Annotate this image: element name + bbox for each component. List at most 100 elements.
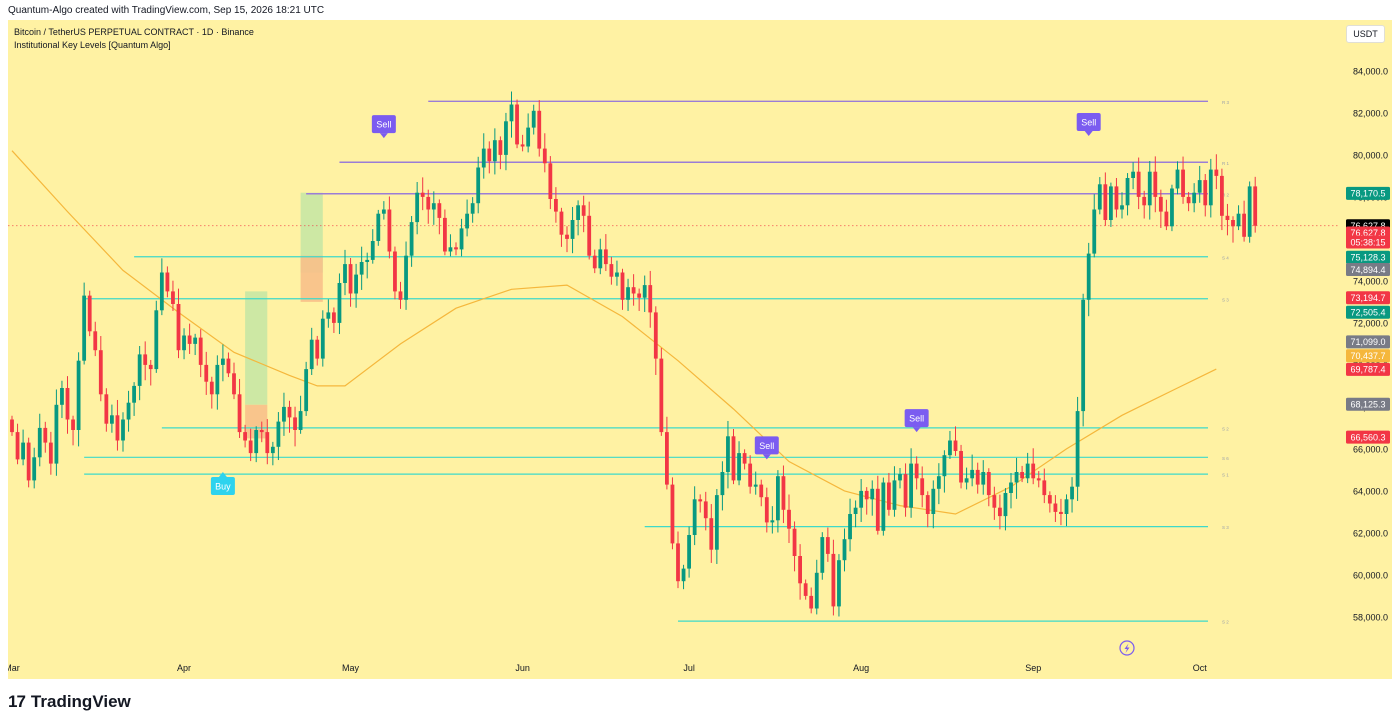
candle[interactable] bbox=[975, 462, 980, 494]
candle[interactable] bbox=[803, 579, 808, 600]
candle[interactable] bbox=[293, 406, 297, 447]
candle[interactable] bbox=[270, 441, 275, 466]
candle[interactable] bbox=[359, 246, 364, 290]
candle[interactable] bbox=[276, 412, 281, 461]
candle[interactable] bbox=[615, 260, 619, 286]
candle[interactable] bbox=[1186, 191, 1191, 212]
candle[interactable] bbox=[698, 494, 703, 513]
candle[interactable] bbox=[942, 450, 947, 493]
candle[interactable] bbox=[787, 494, 791, 543]
candle[interactable] bbox=[631, 274, 636, 306]
candle[interactable] bbox=[93, 321, 98, 357]
candle[interactable] bbox=[1053, 495, 1058, 522]
candle[interactable] bbox=[431, 191, 436, 225]
candle[interactable] bbox=[481, 133, 486, 179]
candle[interactable] bbox=[603, 234, 608, 272]
candle[interactable] bbox=[98, 336, 103, 402]
price-chart[interactable]: R 3 R 1 R 2 S 4 S 3 S 2 S 6 S 1 S 3 S 2 Sell Buy Sel… bbox=[8, 20, 1392, 679]
candle[interactable] bbox=[121, 412, 125, 452]
candle[interactable] bbox=[1125, 173, 1130, 216]
candle[interactable] bbox=[642, 275, 647, 312]
candle[interactable] bbox=[204, 351, 209, 395]
candle[interactable] bbox=[814, 559, 819, 615]
candle[interactable] bbox=[348, 258, 353, 307]
candle[interactable] bbox=[504, 112, 508, 171]
candle[interactable] bbox=[1020, 465, 1024, 483]
candle[interactable] bbox=[443, 209, 447, 256]
candle[interactable] bbox=[764, 487, 769, 533]
candle[interactable] bbox=[676, 531, 680, 589]
candle[interactable] bbox=[576, 200, 580, 236]
candle[interactable] bbox=[1225, 203, 1230, 236]
candle[interactable] bbox=[498, 136, 503, 170]
candle[interactable] bbox=[1203, 174, 1208, 217]
candle[interactable] bbox=[415, 181, 420, 235]
chart-area[interactable]: R 3 R 1 R 2 S 4 S 3 S 2 S 6 S 1 S 3 S 2 Sell Buy Sel… bbox=[8, 20, 1392, 679]
candle[interactable] bbox=[659, 347, 664, 436]
sell-signal-badge-4[interactable] bbox=[1076, 113, 1101, 131]
candle[interactable] bbox=[1109, 182, 1113, 227]
candle[interactable] bbox=[1220, 168, 1224, 231]
candle[interactable] bbox=[920, 466, 925, 508]
candle[interactable] bbox=[1214, 154, 1219, 190]
candle[interactable] bbox=[398, 281, 403, 309]
candle[interactable] bbox=[1147, 160, 1152, 220]
moving-average-line[interactable] bbox=[11, 150, 1217, 515]
candle[interactable] bbox=[376, 209, 381, 246]
candle[interactable] bbox=[776, 470, 780, 533]
candle[interactable] bbox=[487, 141, 492, 174]
candle[interactable] bbox=[875, 475, 880, 535]
candle[interactable] bbox=[232, 362, 236, 400]
candle[interactable] bbox=[187, 323, 192, 354]
candle[interactable] bbox=[737, 441, 741, 486]
candle[interactable] bbox=[171, 280, 175, 311]
candle[interactable] bbox=[959, 444, 963, 489]
candle[interactable] bbox=[1192, 183, 1197, 213]
candle[interactable] bbox=[1070, 477, 1074, 513]
candle[interactable] bbox=[520, 134, 525, 152]
candle[interactable] bbox=[332, 307, 336, 333]
candle[interactable] bbox=[1164, 199, 1169, 231]
candle[interactable] bbox=[221, 344, 225, 382]
candle[interactable] bbox=[154, 300, 159, 373]
candle[interactable] bbox=[681, 564, 686, 590]
candle[interactable] bbox=[476, 156, 481, 214]
candle[interactable] bbox=[770, 506, 775, 534]
candle[interactable] bbox=[426, 189, 431, 224]
candle[interactable] bbox=[1047, 491, 1052, 513]
candle[interactable] bbox=[1136, 157, 1141, 210]
candle[interactable] bbox=[32, 447, 37, 489]
candle[interactable] bbox=[43, 421, 48, 453]
candle[interactable] bbox=[953, 426, 958, 456]
candle[interactable] bbox=[54, 389, 59, 476]
candle[interactable] bbox=[781, 465, 786, 524]
candle[interactable] bbox=[809, 587, 814, 614]
candle[interactable] bbox=[320, 310, 325, 367]
candle[interactable] bbox=[1197, 165, 1202, 203]
sell-signal-badge-2[interactable] bbox=[754, 436, 779, 455]
candle[interactable] bbox=[881, 477, 886, 536]
candle[interactable] bbox=[1181, 156, 1185, 204]
candle[interactable] bbox=[992, 486, 997, 520]
candle[interactable] bbox=[470, 197, 475, 223]
candle[interactable] bbox=[542, 133, 547, 173]
candle[interactable] bbox=[337, 273, 342, 335]
candle[interactable] bbox=[720, 461, 725, 511]
candle[interactable] bbox=[21, 429, 25, 466]
candle[interactable] bbox=[1059, 498, 1063, 526]
candle[interactable] bbox=[393, 246, 397, 300]
candle[interactable] bbox=[148, 359, 153, 386]
candle[interactable] bbox=[1092, 194, 1097, 258]
candle[interactable] bbox=[176, 288, 181, 359]
candle[interactable] bbox=[60, 380, 64, 419]
candle[interactable] bbox=[687, 526, 691, 578]
candle[interactable] bbox=[986, 468, 991, 507]
candle[interactable] bbox=[248, 428, 253, 462]
candle[interactable] bbox=[10, 415, 14, 436]
candle[interactable] bbox=[343, 249, 347, 296]
candle[interactable] bbox=[870, 480, 875, 516]
candle[interactable] bbox=[548, 156, 553, 210]
candle[interactable] bbox=[1153, 156, 1158, 213]
candle[interactable] bbox=[1103, 172, 1108, 226]
candle[interactable] bbox=[1097, 177, 1102, 215]
